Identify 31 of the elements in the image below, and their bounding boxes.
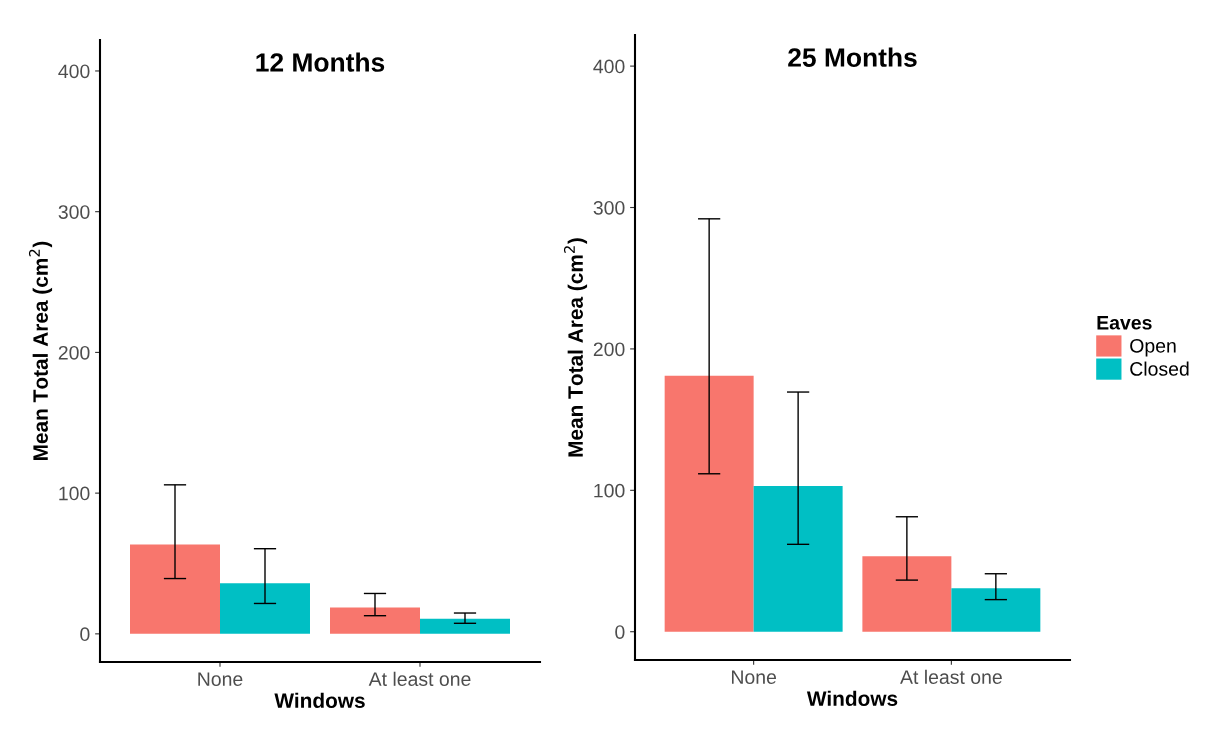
- y-axis-title: Mean Total Area (cm$^{2}$): [563, 238, 588, 457]
- y-tick-label: 200: [593, 342, 625, 357]
- chart-title: 25 Months: [788, 47, 917, 67]
- y-tick-label: 300: [593, 200, 625, 215]
- y-tick-label: 200: [58, 345, 90, 360]
- x-tick-label: None: [731, 670, 777, 684]
- bar: [330, 607, 420, 634]
- x-tick-label: None: [198, 672, 243, 686]
- bar: [420, 618, 510, 634]
- y-tick-label: 100: [594, 483, 625, 498]
- y-tick-label: 0: [80, 627, 90, 642]
- bar: [753, 486, 843, 632]
- y-tick-label: 300: [58, 205, 90, 219]
- x-tick-label: At least one: [368, 671, 471, 686]
- legend-label: Closed: [1130, 361, 1189, 376]
- y-tick-label: 400: [58, 64, 90, 79]
- bar: [220, 583, 310, 634]
- legend-label: Open: [1130, 338, 1176, 357]
- y-tick-label: 100: [59, 486, 90, 501]
- x-axis-title: Windows: [274, 692, 365, 708]
- y-tick-label: 400: [593, 59, 625, 74]
- chart-title: 12 Months: [256, 52, 385, 72]
- bar: [130, 544, 220, 634]
- x-axis-title: Windows: [806, 690, 898, 706]
- x-tick-label: At least one: [900, 669, 1002, 684]
- bar: [951, 588, 1041, 632]
- bar: [862, 556, 952, 632]
- bar: [664, 375, 754, 632]
- y-axis-title: Mean Total Area (cm$^{2}$): [28, 241, 53, 461]
- legend-title: Eaves: [1097, 316, 1152, 330]
- y-tick-label: 0: [615, 625, 625, 639]
